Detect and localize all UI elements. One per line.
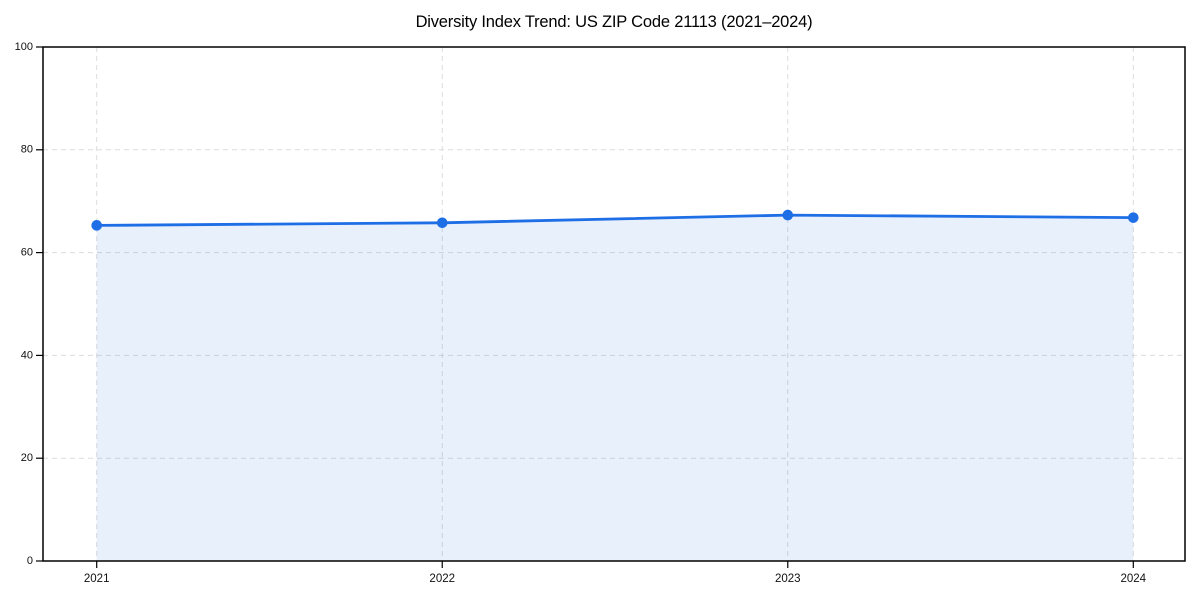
data-point-marker [436,217,448,229]
x-tick-label: 2022 [429,573,455,585]
area-fill [96,215,1134,561]
x-tick-label: 2024 [1121,573,1147,585]
y-tick-label: 100 [15,41,33,53]
chart-title: Diversity Index Trend: US ZIP Code 21113… [415,13,813,31]
y-tick-label: 40 [21,349,33,361]
plot-frame [42,46,1186,562]
x-tick-label: 2021 [84,573,110,585]
data-point-marker [782,209,794,221]
data-point-marker [91,220,102,231]
y-tick-label: 0 [27,555,33,567]
y-tick-label: 80 [21,144,33,156]
y-tick-label: 60 [21,247,33,259]
y-tick-label: 20 [21,452,33,464]
data-point-marker [1128,212,1139,223]
trend-line [95,213,1135,227]
x-tick-label: 2023 [775,573,801,585]
